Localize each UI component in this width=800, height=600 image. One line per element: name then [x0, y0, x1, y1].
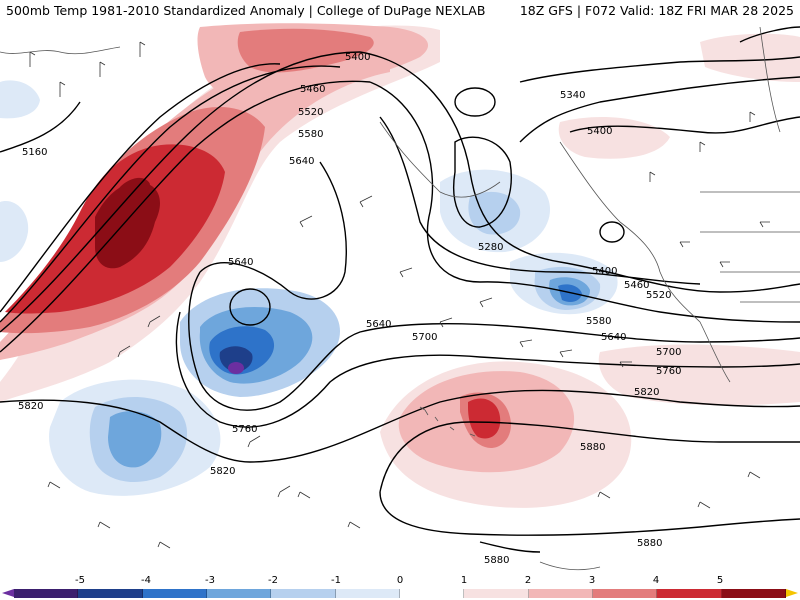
contour-label: 5400 — [345, 52, 370, 63]
contour-line — [739, 26, 800, 43]
coastlines — [0, 26, 800, 571]
warm-anomaly-northwest — [0, 25, 440, 403]
map-title: 500mb Temp 1981-2010 Standardized Anomal… — [6, 3, 486, 18]
contour-label: 5340 — [560, 90, 585, 101]
contour-line — [569, 116, 800, 134]
contour-label: 5520 — [646, 290, 671, 301]
wind-barbs — [29, 41, 770, 549]
colorbar-tick-label: -2 — [268, 575, 278, 586]
contour-line — [454, 87, 496, 117]
colorbar-cell — [206, 589, 272, 598]
colorbar-tick-label: -5 — [75, 575, 85, 586]
cold-anomaly-west-edge — [0, 80, 40, 262]
title-bar: 500mb Temp 1981-2010 Standardized Anomal… — [0, 0, 800, 22]
colorbar-over-arrow — [786, 589, 798, 597]
colorbar-cell — [14, 589, 79, 598]
colorbar-cell — [592, 589, 658, 598]
colorbar-cell — [78, 589, 143, 598]
contour-label: 5640 — [601, 332, 626, 343]
colorbar-under-arrow — [2, 589, 14, 597]
contour-label: 5700 — [412, 332, 437, 343]
colorbar-legend: -5 -4 -3 -2 -1 0 1 2 3 4 5 — [0, 575, 800, 600]
contour-label: 5160 — [22, 147, 47, 158]
colorbar-cell — [528, 589, 593, 598]
contour-label: 5460 — [624, 280, 649, 291]
colorbar-tick-label: 2 — [524, 575, 532, 586]
contour-label: 5880 — [484, 555, 509, 566]
contour-line — [229, 288, 271, 326]
colorbar-tick-label: -4 — [141, 575, 151, 586]
contour-line — [453, 136, 512, 228]
contour-line — [199, 161, 347, 300]
colorbar-tick-label: -1 — [331, 575, 341, 586]
anomaly-map-svg: 5400 5460 5520 5580 5640 5160 5340 5400 … — [0, 22, 800, 575]
height-contours — [0, 26, 800, 553]
contour-line — [0, 389, 800, 463]
colorbar-tick-label: 0 — [396, 575, 404, 586]
contour-label: 5640 — [228, 257, 253, 268]
colorbar-cell — [399, 589, 465, 598]
contour-label: 5400 — [587, 126, 612, 137]
contour-line — [188, 271, 800, 411]
warm-anomaly-north — [197, 23, 429, 99]
contour-label: 5520 — [298, 107, 323, 118]
colorbar-cell — [142, 589, 207, 598]
contour-label: 5820 — [210, 466, 235, 477]
contour-label: 5400 — [592, 266, 617, 277]
colorbar-cell — [464, 589, 529, 598]
contour-line — [379, 421, 800, 493]
contour-line — [0, 80, 371, 353]
contour-label: 5880 — [637, 538, 662, 549]
map-panel[interactable]: 5400 5460 5520 5580 5640 5160 5340 5400 … — [0, 22, 800, 575]
contour-label: 5760 — [656, 366, 681, 377]
cold-anomaly-central — [180, 288, 340, 397]
contour-label: 5580 — [586, 316, 611, 327]
colorbar-tick-label: 3 — [588, 575, 596, 586]
contour-label: 5880 — [580, 442, 605, 453]
contour-label: 5640 — [366, 319, 391, 330]
colorbar-cell — [271, 589, 336, 598]
colorbar-cell — [721, 589, 786, 598]
contour-label: 5580 — [298, 129, 323, 140]
contour-line — [599, 221, 625, 243]
contour-line — [479, 541, 541, 553]
contour-line — [0, 51, 361, 333]
contour-line — [519, 76, 800, 143]
colorbar-tick-label: -3 — [205, 575, 215, 586]
colorbar-cell — [335, 589, 400, 598]
colorbar-strip — [14, 589, 786, 598]
contour-line — [0, 63, 281, 313]
colorbar-cell — [657, 589, 722, 598]
warm-anomaly-subtropical — [380, 361, 632, 508]
contour-label: 5820 — [18, 401, 43, 412]
contour-line — [175, 311, 800, 428]
contour-line — [379, 116, 701, 285]
contour-label: 5760 — [232, 424, 257, 435]
contour-line — [0, 101, 81, 153]
contour-label: 5280 — [478, 242, 503, 253]
colorbar-tick-label: 4 — [652, 575, 660, 586]
contour-line — [379, 491, 800, 536]
contour-label: 5640 — [289, 156, 314, 167]
contour-line — [359, 51, 800, 293]
colorbar-tick-label: 5 — [716, 575, 724, 586]
model-run-info: 18Z GFS | F072 Valid: 18Z FRI MAR 28 202… — [519, 3, 794, 18]
colorbar-tick-label: 1 — [460, 575, 468, 586]
contour-label: 5700 — [656, 347, 681, 358]
warm-anomaly-east — [558, 33, 800, 406]
contour-line — [519, 56, 800, 83]
contour-label: 5820 — [634, 387, 659, 398]
contour-labels: 5400 5460 5520 5580 5640 5160 5340 5400 … — [18, 52, 681, 566]
contour-line — [0, 65, 341, 323]
cold-anomaly-southwest — [49, 379, 221, 496]
contour-label: 5460 — [300, 84, 325, 95]
